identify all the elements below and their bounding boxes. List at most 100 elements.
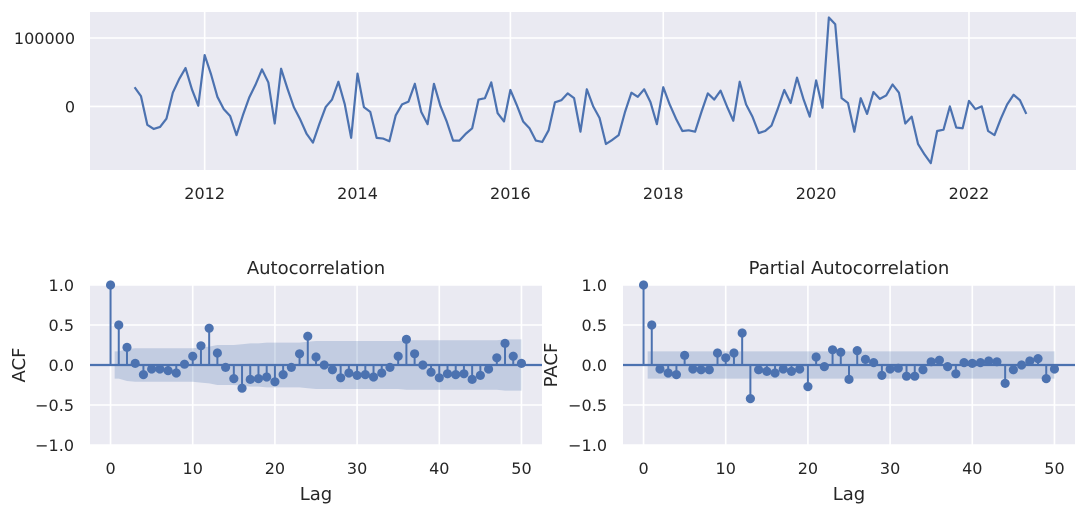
acf-stem-marker bbox=[229, 374, 239, 384]
pacf-stem-marker bbox=[786, 366, 797, 376]
pacf-stem-marker bbox=[770, 368, 780, 378]
pacf-stem-marker bbox=[1016, 360, 1027, 370]
acf-stem-marker bbox=[122, 342, 132, 352]
acf-stem-marker bbox=[401, 334, 411, 344]
acf-stem-marker bbox=[360, 370, 370, 380]
acf-stem-marker bbox=[286, 362, 296, 372]
pacf-stem-marker bbox=[754, 365, 764, 375]
pacf-stem-marker bbox=[795, 364, 805, 374]
pacf-y-tick-label: 1.0 bbox=[582, 276, 607, 295]
pacf-stem-marker bbox=[778, 364, 788, 374]
acf-stem-marker bbox=[410, 349, 420, 359]
pacf-stem-marker bbox=[745, 394, 755, 404]
pacf-stem-marker bbox=[729, 348, 739, 358]
pacf-stem-marker bbox=[844, 374, 854, 384]
acf-stem-marker bbox=[385, 362, 395, 372]
acf-stem-marker bbox=[196, 341, 206, 351]
pacf-y-tick-label: 0.0 bbox=[582, 356, 607, 375]
acf-stem-marker bbox=[163, 366, 173, 376]
acf-stem-marker bbox=[303, 331, 313, 341]
pacf-tick-labels: 0 10 20 30 40 50 −1.0 −0.5 0.0 0.5 1.0 bbox=[568, 276, 1064, 478]
acf-y-tick-label: 0.0 bbox=[49, 356, 74, 375]
pacf-stem-marker bbox=[819, 362, 829, 372]
acf-stem-marker bbox=[377, 368, 387, 378]
pacf-x-tick-label: 0 bbox=[638, 459, 648, 478]
acf-stem-marker bbox=[475, 370, 485, 380]
pacf-stem-marker bbox=[1000, 378, 1010, 388]
pacf-stems bbox=[638, 280, 1060, 404]
pacf-stem-marker bbox=[1049, 364, 1060, 374]
acf-stem-marker bbox=[245, 374, 255, 384]
timeseries-x-tick-label: 2022 bbox=[949, 184, 990, 203]
acf-plot: Autocorrelation 0 10 20 30 40 50 −1.0 −0.5 0.0 0.… bbox=[9, 258, 542, 505]
acf-xlabel: Lag bbox=[300, 484, 332, 505]
pacf-stem-marker bbox=[680, 350, 690, 360]
acf-stem-marker bbox=[270, 377, 280, 387]
acf-stem-marker bbox=[221, 362, 231, 372]
acf-stem-marker bbox=[105, 280, 116, 290]
pacf-stem-marker bbox=[852, 346, 862, 356]
pacf-x-tick-label: 20 bbox=[798, 459, 818, 478]
acf-stem-marker bbox=[130, 358, 140, 368]
acf-y-tick-label: −1.0 bbox=[35, 436, 74, 455]
timeseries-y-tick-label: 100000 bbox=[14, 29, 75, 48]
acf-stem-marker bbox=[508, 351, 518, 361]
acf-stem-marker bbox=[492, 353, 502, 363]
timeseries-x-tick-label: 2012 bbox=[184, 184, 225, 203]
acf-stem-marker bbox=[344, 368, 354, 378]
pacf-x-tick-label: 10 bbox=[716, 459, 736, 478]
acf-stem-marker bbox=[442, 369, 453, 379]
pacf-stem-marker bbox=[869, 358, 879, 368]
acf-stem-marker bbox=[467, 374, 477, 384]
pacf-stem-marker bbox=[811, 352, 821, 362]
acf-ylabel: ACF bbox=[9, 348, 30, 383]
acf-stem-marker bbox=[319, 360, 329, 370]
pacf-stem-marker bbox=[943, 362, 953, 372]
pacf-stem-marker bbox=[671, 370, 682, 380]
acf-stem-marker bbox=[212, 348, 222, 358]
acf-stem-marker bbox=[155, 364, 165, 374]
pacf-stem-marker bbox=[1033, 354, 1043, 364]
pacf-stem-marker bbox=[827, 345, 838, 355]
acf-stem-marker bbox=[237, 383, 247, 393]
pacf-y-tick-label: −1.0 bbox=[568, 436, 607, 455]
acf-stem-marker bbox=[352, 370, 362, 380]
pacf-stem-marker bbox=[638, 280, 649, 290]
acf-stem-marker bbox=[253, 374, 264, 384]
pacf-x-tick-label: 40 bbox=[962, 459, 982, 478]
acf-stem-marker bbox=[459, 369, 469, 379]
timeseries-plot: 2012 2014 2016 2018 2020 2022 0 100000 bbox=[14, 12, 1076, 203]
acf-x-tick-label: 30 bbox=[347, 459, 367, 478]
pacf-xlabel: Lag bbox=[833, 484, 865, 505]
acf-y-tick-label: 0.5 bbox=[49, 316, 74, 335]
pacf-x-tick-label: 30 bbox=[880, 459, 900, 478]
acf-x-tick-label: 20 bbox=[265, 459, 285, 478]
pacf-stem-marker bbox=[803, 382, 813, 392]
pacf-stem-marker bbox=[885, 364, 895, 374]
acf-stem-marker bbox=[262, 372, 272, 382]
pacf-stem-marker bbox=[992, 357, 1002, 367]
timeseries-x-tick-label: 2014 bbox=[337, 184, 378, 203]
acf-title: Autocorrelation bbox=[247, 258, 385, 279]
pacf-stem-marker bbox=[934, 355, 945, 365]
acf-stem-marker bbox=[188, 351, 198, 361]
acf-stem-marker bbox=[311, 352, 321, 362]
timeseries-tick-labels: 2012 2014 2016 2018 2020 2022 0 100000 bbox=[14, 29, 989, 203]
acf-stem-marker bbox=[294, 349, 305, 359]
pacf-stem-marker bbox=[1041, 374, 1051, 384]
pacf-stem-marker bbox=[893, 363, 903, 373]
acf-stem-marker bbox=[434, 373, 444, 383]
pacf-title: Partial Autocorrelation bbox=[749, 258, 950, 279]
pacf-stem-marker bbox=[737, 328, 747, 338]
acf-y-tick-label: 1.0 bbox=[49, 276, 74, 295]
acf-stem-marker bbox=[500, 338, 510, 348]
acf-stem-marker bbox=[138, 370, 149, 380]
acf-tick-labels: 0 10 20 30 40 50 −1.0 −0.5 0.0 0.5 1.0 bbox=[35, 276, 531, 478]
acf-stem-marker bbox=[368, 372, 379, 382]
timeseries-x-tick-label: 2018 bbox=[643, 184, 684, 203]
acf-stem-marker bbox=[179, 359, 190, 369]
acf-stem-marker bbox=[171, 368, 181, 378]
acf-x-tick-label: 10 bbox=[183, 459, 203, 478]
pacf-stem-marker bbox=[918, 365, 928, 375]
acf-stem-marker bbox=[278, 370, 288, 380]
